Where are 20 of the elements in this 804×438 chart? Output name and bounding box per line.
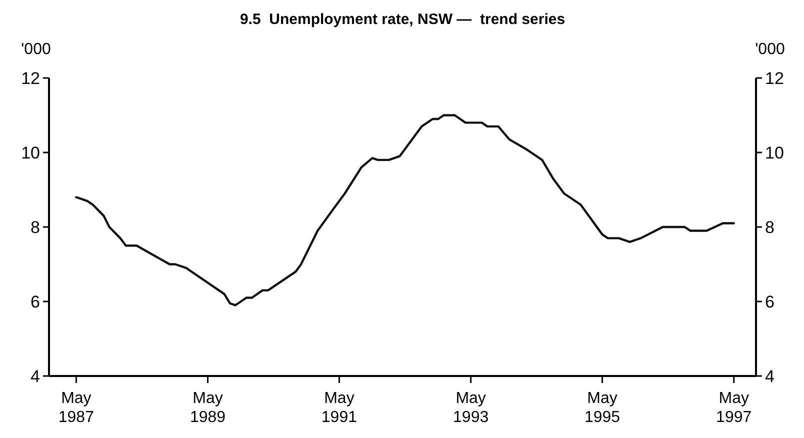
y2-tick-label: 12 — [765, 68, 784, 88]
y2-tick-label: 8 — [765, 218, 774, 237]
x-tick-label: May 1989 — [190, 390, 226, 426]
x-tick-label: May 1995 — [584, 390, 620, 426]
y-tick-label: 4 — [30, 366, 40, 386]
y2-tick-label: 4 — [765, 366, 774, 386]
line-series — [75, 114, 735, 306]
y2-axis-title: '000 — [755, 41, 785, 58]
y2-tick-label: 6 — [765, 292, 774, 312]
chart-title: 9.5 Unemployment rate, NSW — trend series — [240, 11, 566, 28]
y-axis-title: '000 — [21, 41, 51, 58]
y2-tick-label: 10 — [765, 143, 784, 162]
x-tick-label: May 1987 — [58, 390, 94, 426]
y-tick-label: 10 — [21, 143, 40, 162]
y-tick-label: 6 — [30, 292, 40, 312]
x-tick-label: May 1991 — [321, 390, 358, 426]
y-tick-label: 12 — [21, 68, 40, 88]
x-tick-label: May 1997 — [716, 390, 752, 426]
x-tick-label: May 1993 — [453, 390, 489, 426]
y-tick-label: 8 — [30, 218, 40, 237]
